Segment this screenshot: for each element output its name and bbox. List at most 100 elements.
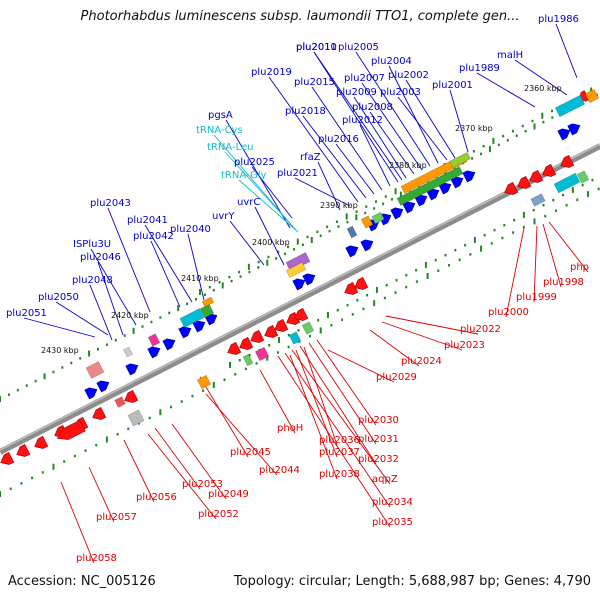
tick-mark-reverse bbox=[426, 272, 429, 279]
tick-mark-outer-forward bbox=[88, 350, 91, 357]
reverse-gene-label: plu1999 bbox=[516, 292, 557, 303]
tick-mark-reverse bbox=[565, 204, 568, 207]
kbp-marker: 2360 kbp bbox=[524, 84, 562, 93]
forward-gene-leader bbox=[335, 143, 375, 195]
feature-block bbox=[346, 225, 358, 239]
reverse-gene-leader bbox=[199, 376, 249, 458]
forward-gene-leader bbox=[150, 240, 181, 308]
kbp-marker: 2390 kbp bbox=[320, 201, 358, 210]
gene-labels[interactable]: plu1986malHplu1989plu2001plu2002plu2003p… bbox=[6, 14, 589, 564]
tick-mark-outer-forward bbox=[230, 279, 233, 283]
reverse-gene-leader bbox=[291, 349, 391, 485]
tick-mark-outer-forward bbox=[355, 214, 358, 221]
tick-mark-outer-forward bbox=[480, 152, 483, 156]
tick-mark-outer-forward bbox=[132, 327, 135, 334]
reverse-gene-arrow bbox=[92, 406, 107, 420]
tick-mark-outer-forward bbox=[177, 305, 180, 312]
genome-summary-text: Topology: circular; Length: 5,688,987 bp… bbox=[233, 574, 591, 589]
chromosome-backbone bbox=[0, 143, 600, 455]
forward-gene-arrow bbox=[84, 387, 98, 400]
tick-marks bbox=[0, 87, 600, 497]
forward-gene-label: plu2041 bbox=[127, 215, 168, 226]
tick-mark-reverse bbox=[52, 463, 55, 470]
forward-gene-label: rfaZ bbox=[300, 152, 321, 163]
tick-mark-reverse bbox=[469, 253, 472, 256]
tick-mark-outer-forward bbox=[257, 266, 260, 269]
reverse-gene-label: plu2031 bbox=[358, 434, 399, 445]
reverse-gene-arrow bbox=[517, 175, 532, 189]
kbp-markers: 2360 kbp 2370 kbp 2380 kbp 2390 kbp 2400 kbp… bbox=[41, 84, 562, 355]
reverse-gene-label: plu2022 bbox=[460, 324, 501, 335]
feature-block bbox=[576, 170, 590, 184]
tick-mark-inner-reverse bbox=[532, 208, 535, 212]
tick-mark-reverse bbox=[597, 187, 600, 191]
feature-block bbox=[288, 331, 302, 345]
label-leader-lines bbox=[23, 23, 589, 564]
feature-block bbox=[396, 166, 464, 206]
reverse-gene-arrow-long bbox=[57, 419, 86, 440]
tick-mark-inner-reverse bbox=[513, 218, 516, 222]
feature-block bbox=[449, 151, 471, 169]
feature-block bbox=[147, 333, 161, 347]
forward-gene-leader bbox=[317, 161, 341, 211]
tick-mark-inner-forward bbox=[218, 280, 221, 284]
tick-mark-inner-reverse bbox=[277, 336, 280, 343]
forward-gene-arrow bbox=[390, 207, 404, 220]
forward-gene-arrow bbox=[292, 278, 306, 291]
tick-mark-inner-reverse bbox=[581, 183, 584, 187]
tick-mark-outer-forward bbox=[70, 361, 73, 365]
tick-mark-outer-forward bbox=[79, 357, 82, 360]
tick-mark-inner-forward bbox=[247, 263, 250, 270]
tick-mark-inner-reverse bbox=[346, 303, 349, 307]
reverse-gene-leader bbox=[533, 225, 538, 303]
feature-block bbox=[553, 172, 581, 194]
reverse-gene-leader bbox=[88, 466, 115, 523]
feature-block bbox=[179, 308, 205, 328]
tick-mark-inner-reverse bbox=[238, 358, 241, 362]
forward-gene-leader bbox=[144, 224, 193, 303]
reverse-gene-leader bbox=[369, 329, 420, 367]
tick-mark-reverse bbox=[191, 394, 194, 398]
forward-gene-leader bbox=[229, 220, 265, 266]
tick-mark-outer-forward bbox=[239, 275, 242, 278]
feature-block bbox=[584, 88, 600, 104]
trna-leader bbox=[224, 151, 297, 231]
tick-mark-outer-forward bbox=[61, 366, 64, 369]
forward-gene-leader bbox=[369, 111, 415, 175]
tick-mark-reverse bbox=[330, 323, 333, 327]
tick-mark-outer-forward bbox=[364, 211, 367, 215]
reverse-gene-arrow bbox=[542, 163, 557, 177]
forward-gene-label: plu2015 bbox=[294, 77, 335, 88]
tick-mark-reverse bbox=[319, 327, 322, 334]
feature-block bbox=[201, 296, 215, 308]
reverse-gene-label: plu2034 bbox=[372, 497, 413, 508]
forward-gene-leader bbox=[361, 82, 423, 171]
tick-mark-reverse bbox=[266, 354, 269, 361]
forward-gene-arrow bbox=[178, 326, 192, 339]
backbone-line bbox=[0, 143, 600, 455]
tick-mark-outer-forward bbox=[159, 316, 162, 319]
tick-mark-inner-forward bbox=[326, 225, 329, 229]
tick-mark-outer-forward bbox=[150, 320, 153, 324]
tick-mark-reverse bbox=[383, 296, 386, 300]
forward-gene-leader bbox=[311, 86, 383, 191]
tick-mark-outer-forward bbox=[399, 191, 402, 198]
feature-block bbox=[85, 361, 105, 379]
tick-mark-inner-forward bbox=[277, 250, 280, 254]
gene-features[interactable] bbox=[0, 88, 600, 465]
tick-mark-inner-forward bbox=[355, 210, 358, 213]
reverse-gene-arrow bbox=[286, 311, 301, 325]
reverse-gene-leader bbox=[289, 354, 338, 480]
reverse-gene-label: plu2000 bbox=[488, 307, 529, 318]
reverse-gene-label: php bbox=[570, 262, 589, 273]
tick-mark-reverse bbox=[116, 433, 119, 436]
tick-mark-inner-reverse bbox=[287, 333, 290, 337]
reverse-gene-leader bbox=[277, 355, 391, 528]
tick-mark-inner-reverse bbox=[366, 293, 369, 297]
tick-mark-reverse bbox=[586, 191, 589, 198]
kbp-marker: 2410 kbp bbox=[181, 274, 219, 283]
tick-mark-inner-forward bbox=[267, 255, 270, 259]
forward-gene-arrow bbox=[125, 363, 139, 376]
tick-mark-inner-reverse bbox=[562, 193, 565, 197]
